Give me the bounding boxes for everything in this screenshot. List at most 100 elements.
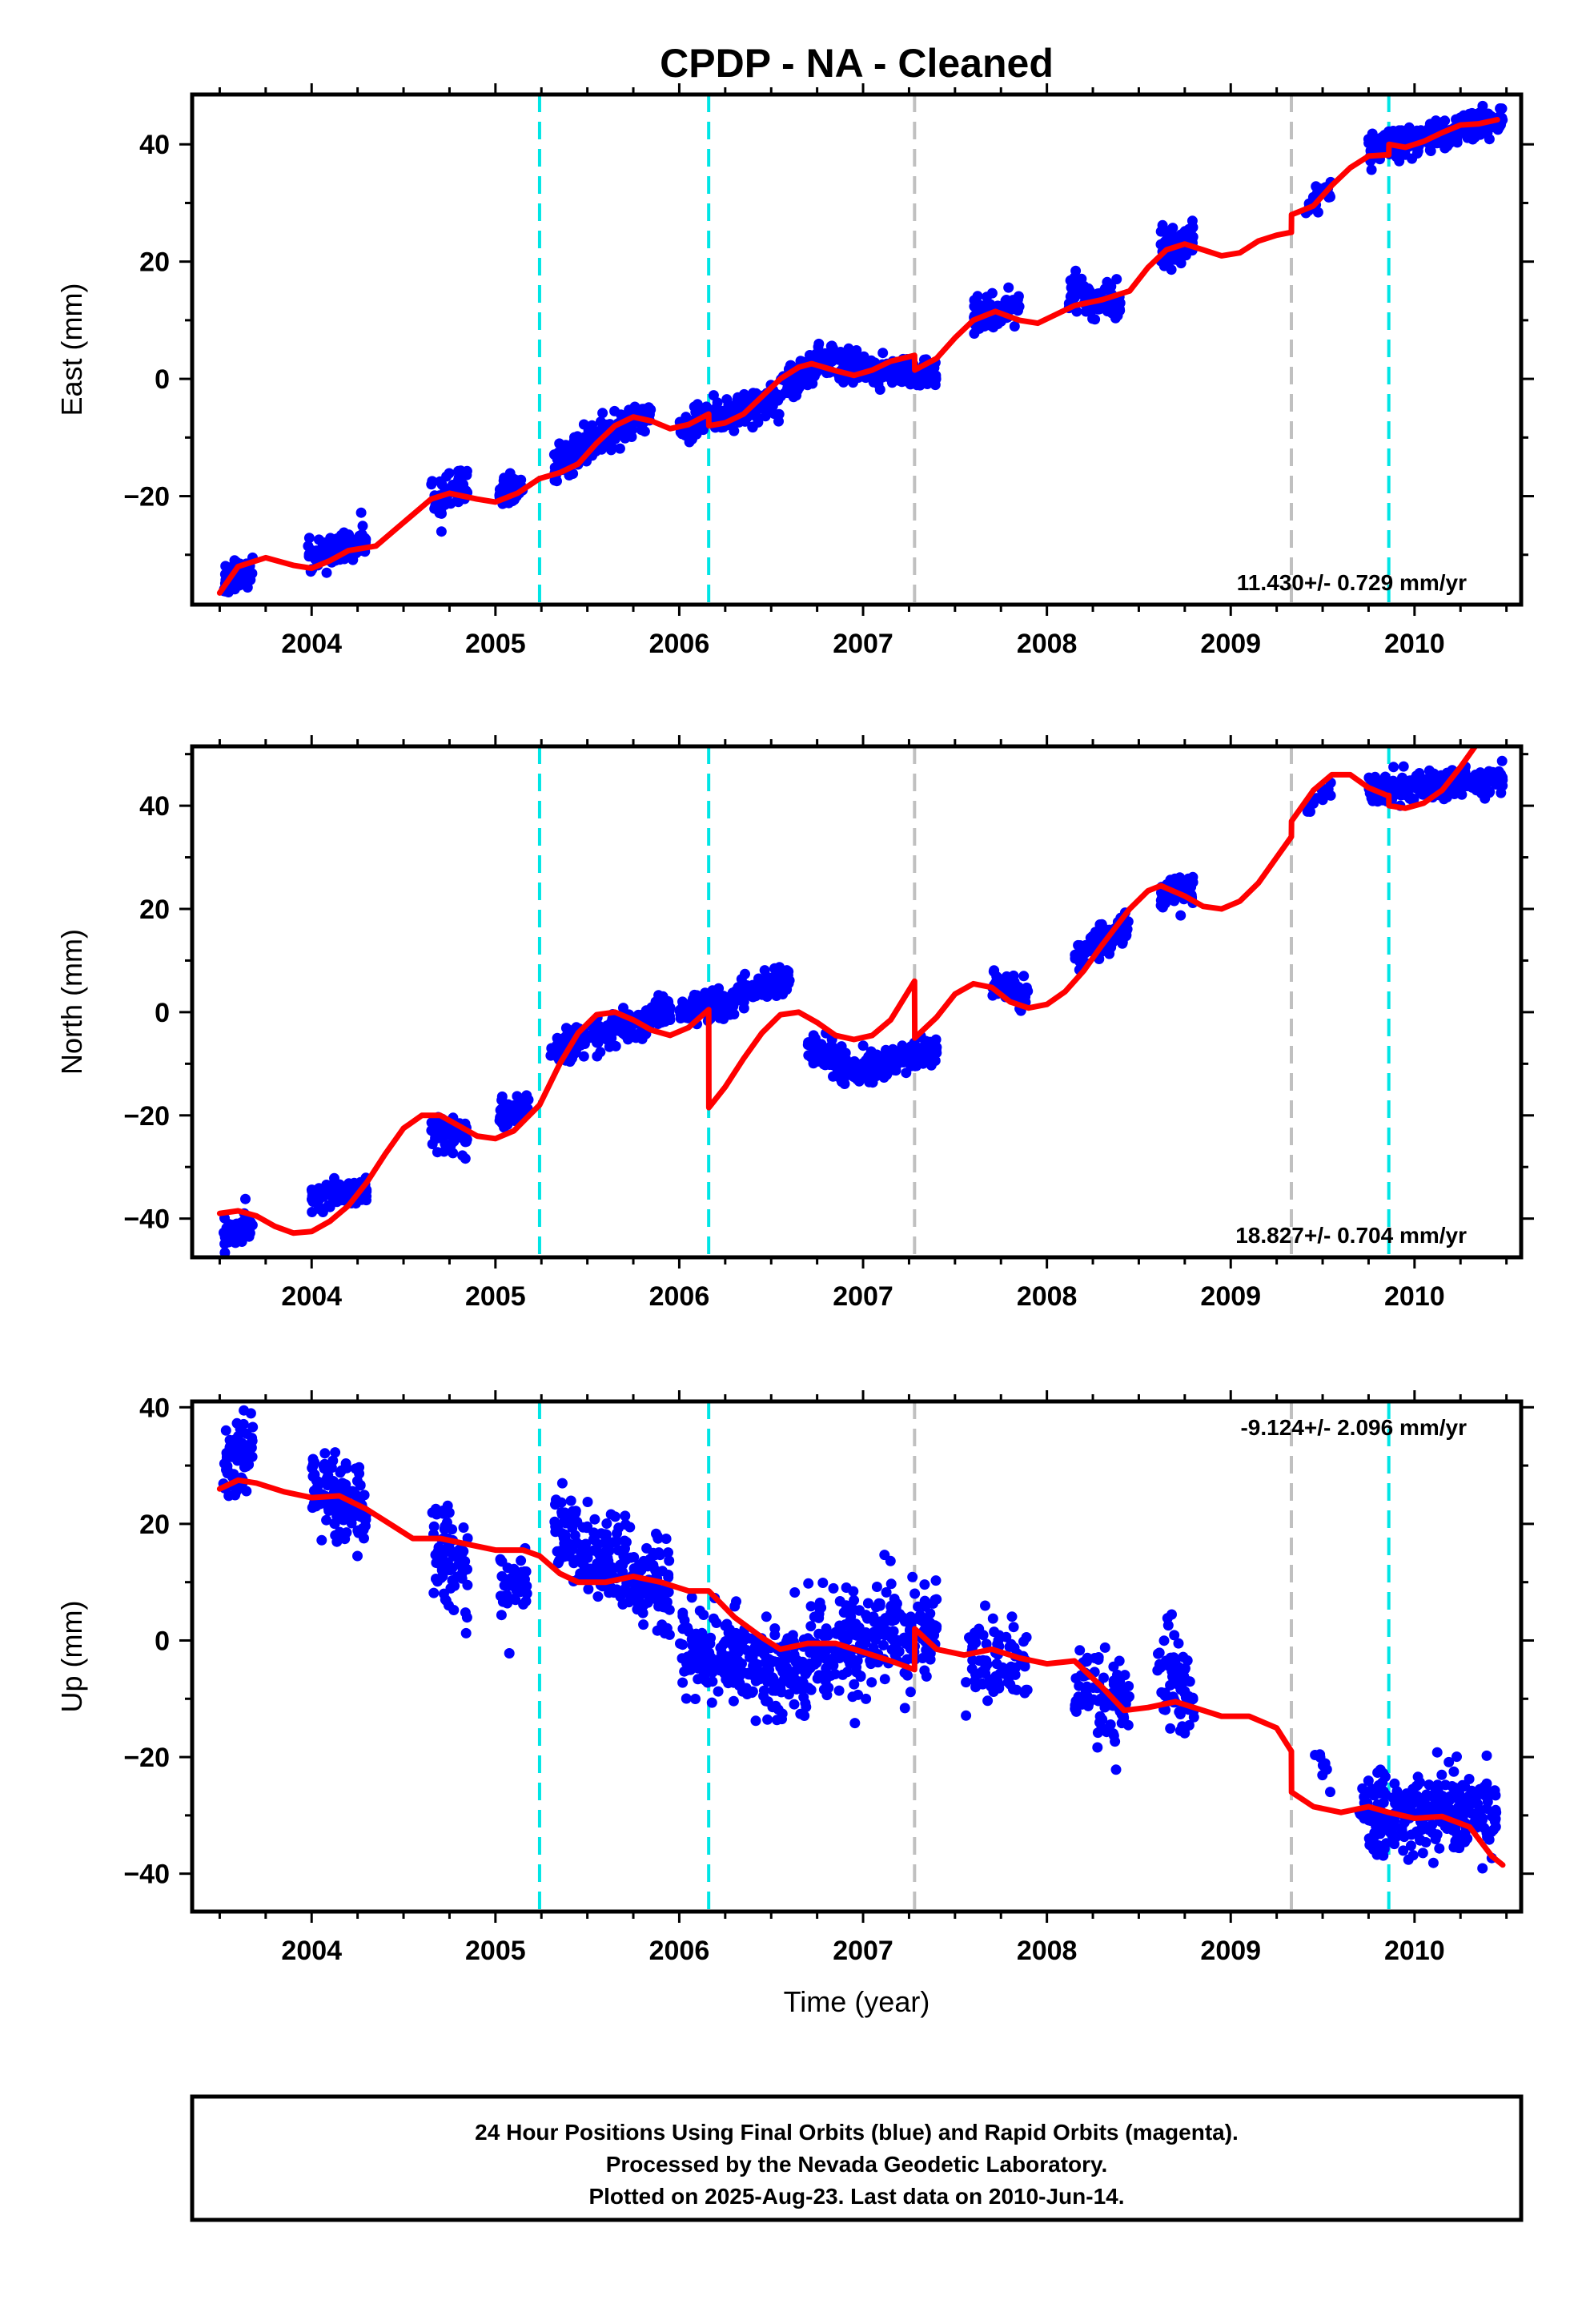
north-data-point	[1496, 755, 1508, 766]
north-data-point	[1018, 971, 1030, 982]
north-data-point	[817, 1044, 828, 1055]
north-data-point	[316, 1184, 327, 1194]
east-data-point	[453, 466, 464, 477]
east-data-point	[327, 544, 339, 554]
east-axes-frame	[190, 92, 1524, 607]
up-data-point	[858, 1632, 869, 1642]
up-data-point	[1006, 1611, 1018, 1622]
east-model-group	[216, 117, 1500, 596]
north-data-point	[808, 1058, 819, 1069]
east-data-point	[1465, 131, 1476, 142]
up-data-point	[1481, 1803, 1492, 1814]
north-data-point	[1388, 762, 1399, 773]
up-data-point	[652, 1533, 664, 1544]
north-data-point	[448, 1148, 459, 1159]
up-data-point	[1371, 1849, 1383, 1860]
north-y-axis-label: North (mm)	[55, 929, 88, 1075]
up-data-point	[327, 1455, 339, 1466]
up-data-point	[1008, 1622, 1019, 1633]
north-data-point	[761, 991, 773, 1002]
north-data-point	[737, 995, 748, 1007]
north-data-point	[831, 1057, 842, 1068]
up-data-point	[909, 1588, 921, 1599]
up-data-point	[445, 1565, 456, 1575]
up-data-point	[520, 1595, 532, 1606]
north-data-point	[1496, 769, 1507, 780]
east-data-point	[568, 440, 579, 451]
up-data-point	[307, 1502, 318, 1514]
east-data-point	[427, 476, 438, 487]
up-data-point	[350, 1463, 361, 1474]
north-data-point	[604, 1036, 615, 1047]
north-data-point	[606, 1017, 617, 1028]
up-data-point	[316, 1534, 327, 1546]
north-data-point	[998, 980, 1010, 991]
east-data-point	[975, 300, 986, 312]
up-data-point	[853, 1622, 865, 1633]
north-data-point	[808, 1033, 819, 1044]
north-data-point	[897, 1040, 908, 1051]
east-x-tick-label: 2006	[649, 629, 710, 659]
up-data-point	[355, 1480, 366, 1491]
up-data-point	[798, 1691, 809, 1703]
up-data-point	[1455, 1807, 1465, 1819]
up-data-point	[1110, 1736, 1121, 1747]
up-data-point	[570, 1507, 581, 1518]
north-data-point	[650, 996, 661, 1007]
north-data-point	[733, 982, 744, 993]
up-data-point	[651, 1568, 662, 1579]
up-data-point	[510, 1594, 521, 1606]
north-data-point	[1433, 778, 1444, 789]
up-data-point	[1165, 1679, 1176, 1691]
up-data-point	[761, 1611, 772, 1622]
east-data-point	[868, 376, 879, 388]
east-data-point	[616, 409, 627, 420]
up-data-point	[987, 1613, 998, 1624]
east-data-point	[708, 390, 719, 401]
up-data-point	[814, 1597, 825, 1608]
up-data-point	[247, 1433, 258, 1444]
up-data-point	[735, 1643, 746, 1655]
up-data-point	[1387, 1792, 1399, 1803]
up-data-point	[428, 1587, 440, 1598]
east-data-point	[905, 372, 917, 384]
up-data-point	[1454, 1843, 1465, 1854]
north-data-point	[636, 1033, 648, 1044]
up-data-point	[905, 1687, 916, 1698]
north-data-point	[853, 1074, 865, 1085]
up-data-point	[592, 1591, 604, 1602]
north-data-point	[766, 972, 777, 983]
north-data-point	[769, 963, 780, 974]
up-data-point	[1417, 1848, 1428, 1859]
up-data-point	[308, 1457, 319, 1468]
north-data-point	[1172, 879, 1183, 891]
north-data-point	[722, 1008, 733, 1019]
up-data-point	[502, 1598, 513, 1609]
up-data-point	[440, 1521, 451, 1532]
up-data-point	[564, 1546, 576, 1558]
up-data-point	[913, 1614, 924, 1625]
east-data-point	[454, 477, 465, 489]
north-data-point	[340, 1182, 351, 1193]
north-data-point	[500, 1114, 511, 1124]
up-data-point	[589, 1534, 600, 1546]
north-data-point	[1383, 782, 1394, 793]
up-data-point	[737, 1686, 748, 1697]
north-model-group	[216, 746, 1479, 1236]
north-x-tick-label: 2009	[1200, 1281, 1261, 1312]
east-data-point	[598, 419, 609, 430]
north-data-point	[903, 1052, 914, 1063]
up-data-point	[1407, 1783, 1419, 1795]
up-data-point	[319, 1463, 330, 1474]
up-data-point	[221, 1447, 232, 1458]
north-y-tick-label: 20	[139, 895, 170, 925]
east-data-point	[556, 449, 568, 460]
up-data-point	[854, 1605, 865, 1616]
east-data-point	[747, 422, 758, 433]
east-data-point	[969, 328, 980, 339]
up-data-point	[817, 1578, 829, 1588]
up-data-point	[653, 1601, 665, 1612]
up-data-point	[834, 1596, 845, 1606]
up-data-point	[241, 1486, 252, 1497]
north-data-point	[823, 1059, 834, 1070]
